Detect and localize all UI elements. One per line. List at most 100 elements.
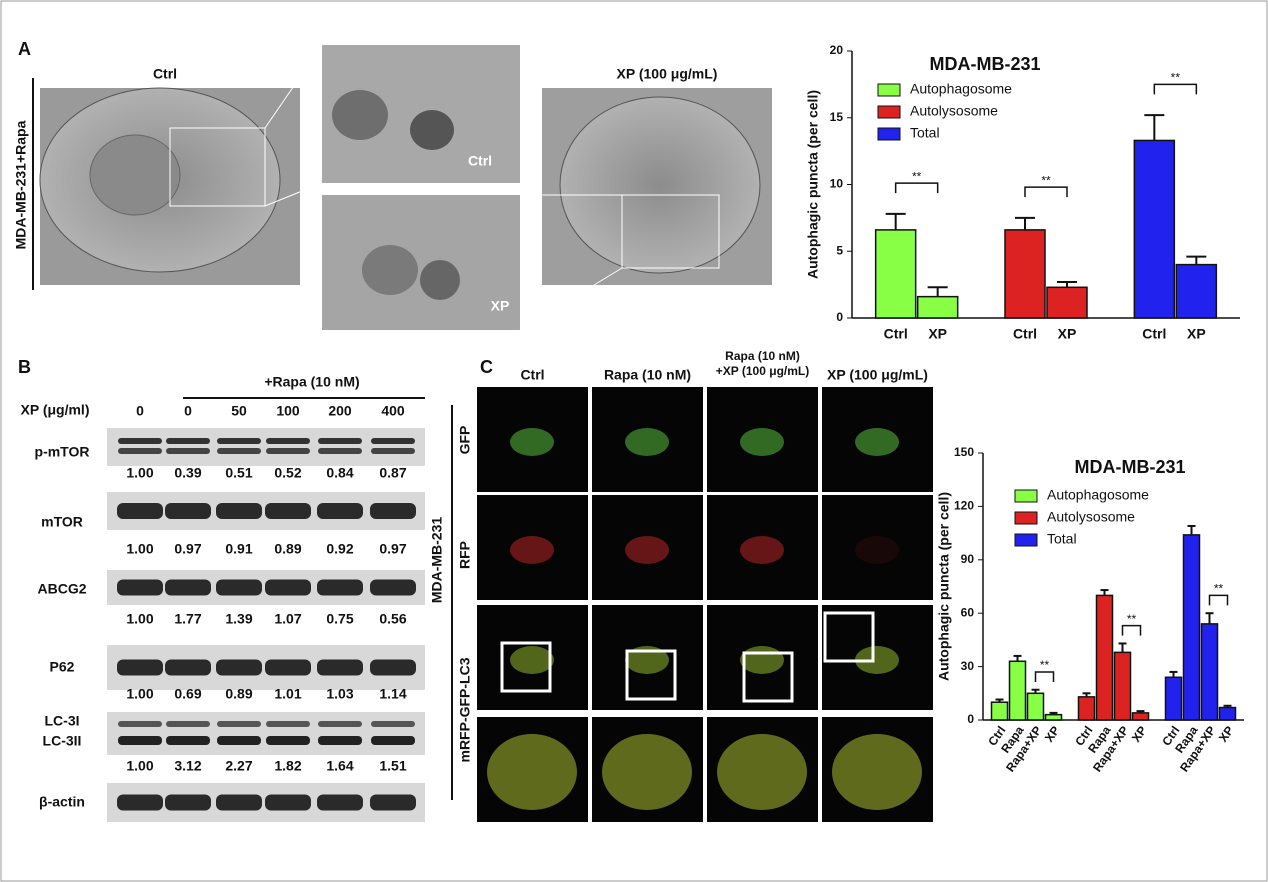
band [371, 721, 415, 727]
image-label: XP (100 μg/mL) [617, 66, 718, 82]
band [266, 438, 310, 444]
legend-swatch [1014, 533, 1038, 547]
blot-label: LC-3I [45, 713, 80, 729]
legend-swatch [877, 105, 901, 119]
band [266, 448, 310, 454]
y-tick-label: 120 [954, 499, 974, 513]
band [165, 659, 211, 676]
inset-label: XP [491, 298, 510, 314]
band [266, 721, 310, 727]
legend-swatch [877, 127, 901, 141]
band [370, 794, 416, 811]
legend-swatch [1014, 489, 1038, 503]
band [117, 503, 163, 519]
dose: 0 [136, 403, 144, 419]
ratio: 0.51 [225, 465, 252, 481]
significance-bracket [1024, 186, 1068, 198]
legend-label: Autolysosome [910, 103, 998, 119]
ratio: 0.84 [326, 465, 353, 481]
band [216, 794, 262, 811]
band [318, 438, 362, 444]
panel-label: C [480, 357, 493, 377]
band [166, 736, 210, 745]
ratio: 1.82 [274, 758, 301, 774]
band [265, 794, 311, 811]
significance-label: ** [912, 169, 922, 183]
micrograph [822, 495, 933, 600]
panel-label: A [18, 39, 31, 59]
x-tick-label: Ctrl [1142, 326, 1166, 342]
cell [740, 428, 784, 456]
side-label: MDA-MB-231+Rapa [13, 120, 29, 249]
y-tick-label: 0 [967, 712, 974, 726]
bar [1164, 676, 1183, 721]
dose: 50 [231, 403, 247, 419]
band [370, 579, 416, 596]
significance-label: ** [1171, 71, 1181, 85]
ratio: 0.91 [225, 541, 252, 557]
column-header: Ctrl [520, 367, 544, 383]
bar [1131, 712, 1150, 721]
ratio: 3.12 [174, 758, 201, 774]
blot-image [107, 712, 425, 755]
blot-label: P62 [50, 659, 75, 675]
bar [1044, 713, 1063, 721]
dose: 100 [276, 403, 300, 419]
band [118, 448, 162, 454]
ratio: 0.89 [274, 541, 301, 557]
ratio: 1.00 [126, 541, 153, 557]
cell [740, 646, 784, 674]
panel-label: B [18, 357, 31, 377]
bar [874, 229, 917, 319]
band [117, 659, 163, 676]
blot-label: p-mTOR [35, 444, 90, 460]
ratio: 1.14 [379, 686, 406, 702]
ratio: 1.00 [126, 465, 153, 481]
bar [1218, 706, 1237, 721]
bar [1008, 660, 1027, 721]
cell [855, 646, 899, 674]
x-tick-label: XP [1058, 326, 1077, 342]
bar [1095, 594, 1114, 721]
band [217, 721, 261, 727]
band [117, 579, 163, 596]
band [318, 448, 362, 454]
chart-title: MDA-MB-231 [1074, 457, 1185, 477]
inset-label: Ctrl [468, 153, 492, 169]
y-tick-label: 10 [830, 177, 844, 191]
cell [602, 734, 692, 810]
y-tick-label: 90 [961, 552, 975, 566]
significance-bracket [1121, 624, 1142, 636]
ratio: 0.97 [379, 541, 406, 557]
cell [855, 536, 899, 564]
column-header: Rapa (10 nM) [604, 367, 691, 383]
bar [916, 295, 959, 319]
ratio: 1.00 [126, 686, 153, 702]
band [317, 659, 363, 676]
cell [510, 428, 554, 456]
column-header: +XP (100 μg/mL) [716, 364, 810, 378]
band [165, 503, 211, 519]
x-tick-label: XP [1042, 724, 1063, 745]
legend-label: Autolysosome [1047, 509, 1135, 525]
bar [1077, 696, 1096, 721]
band [217, 438, 261, 444]
band [317, 503, 363, 519]
ratio: 1.00 [126, 758, 153, 774]
x-tick-label: XP [1187, 326, 1206, 342]
legend-label: Autophagosome [910, 81, 1012, 97]
x-tick-label: XP [1216, 724, 1237, 745]
significance-bracket [894, 182, 939, 194]
band [118, 721, 162, 727]
ratio: 1.51 [379, 758, 406, 774]
band [217, 736, 261, 745]
x-tick-label: Ctrl [884, 326, 908, 342]
em-image [39, 44, 323, 285]
y-tick-label: 150 [954, 445, 974, 459]
x-tick-label: Ctrl [1013, 326, 1037, 342]
band [265, 579, 311, 596]
significance-label: ** [1214, 582, 1224, 596]
significance-bracket [1153, 83, 1198, 95]
band [118, 736, 162, 745]
